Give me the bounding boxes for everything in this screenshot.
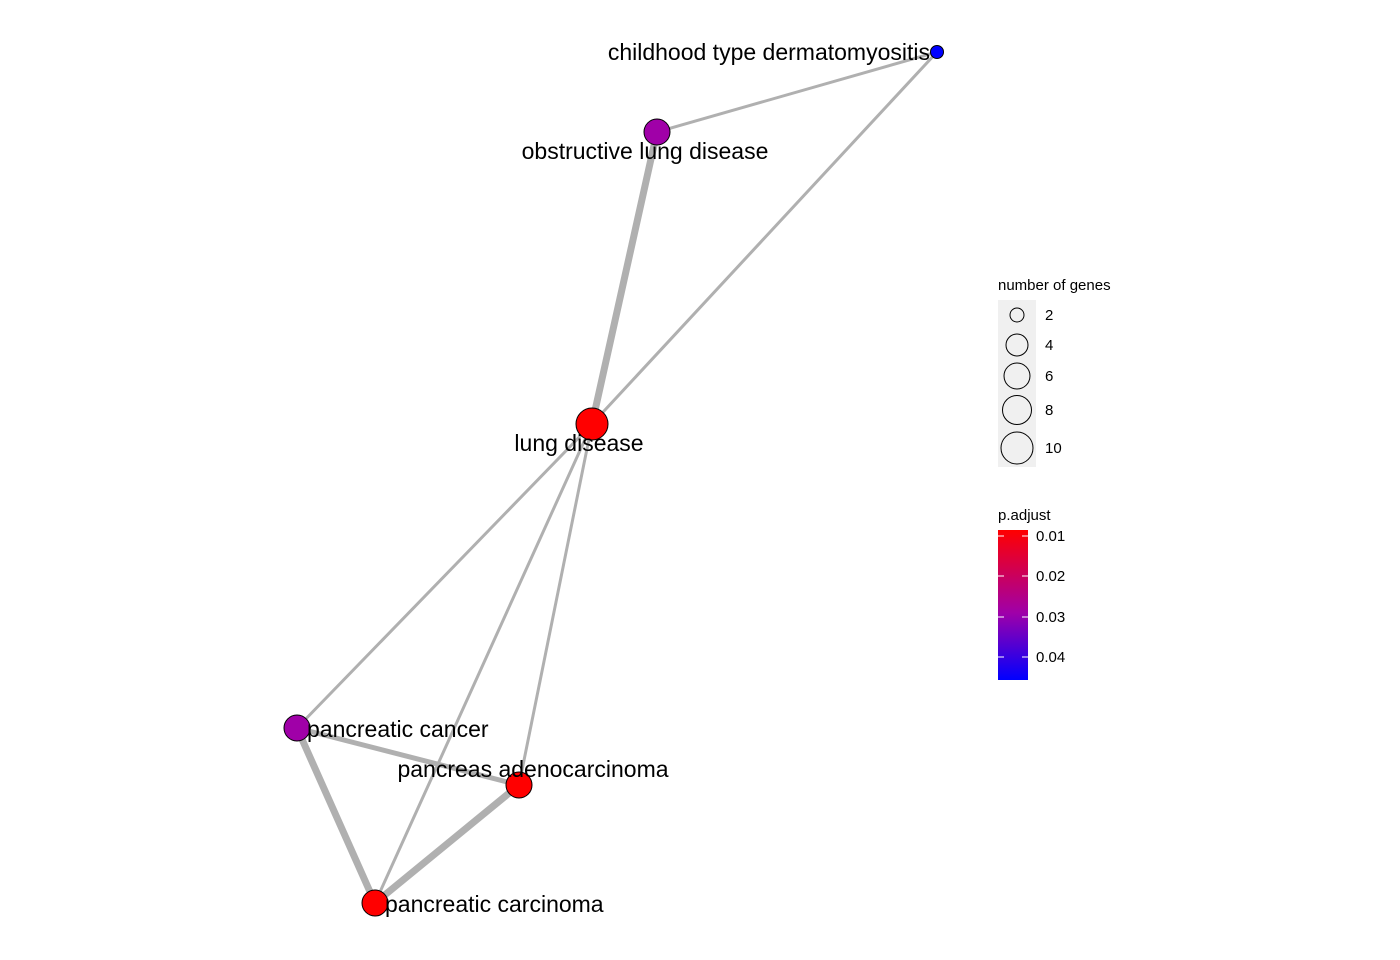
legend-number-of-genes: number of genes 2 4 6 8 10 <box>998 277 1111 467</box>
edge-lung-padeno <box>517 422 594 787</box>
node-label-childhood: childhood type dermatomyositis <box>608 39 930 65</box>
node-label-obstructive: obstructive lung disease <box>522 138 769 164</box>
node-label-padeno: pancreas adenocarcinoma <box>397 756 668 782</box>
legend-size-label: 10 <box>1045 440 1062 457</box>
legend-size-circle <box>1000 431 1034 465</box>
legend-size-circle <box>1009 307 1025 323</box>
edge-childhood-lung <box>590 50 939 426</box>
node-pcancer[interactable] <box>283 714 311 742</box>
node-lung[interactable] <box>575 407 609 441</box>
nodes-layer <box>283 45 944 917</box>
legend-color-label: 0.04 <box>1036 649 1065 666</box>
legend-size-circle <box>1005 333 1029 357</box>
legend-size-label: 8 <box>1045 402 1053 419</box>
legend-color-title: p.adjust <box>998 507 1051 524</box>
edge-lung-pcarcinoma <box>373 422 594 905</box>
legend-size-circle <box>1002 395 1032 425</box>
node-padeno[interactable] <box>505 771 533 799</box>
legend-color-label: 0.03 <box>1036 609 1065 626</box>
legend-p-adjust: p.adjust 0.01 0.02 0.03 0.04 <box>998 507 1065 680</box>
node-childhood[interactable] <box>930 45 944 59</box>
node-label-pcancer: pancreatic cancer <box>307 716 489 742</box>
edge-padeno-pcarcinoma <box>371 781 523 907</box>
edge-pcancer-padeno <box>294 725 522 788</box>
legend-size-label: 4 <box>1045 337 1053 354</box>
labels-layer: childhood type dermatomyositis obstructiv… <box>307 39 930 917</box>
edge-lung-pcancer <box>295 422 594 730</box>
legend-size-label: 6 <box>1045 368 1053 385</box>
edges-layer <box>293 50 939 907</box>
node-label-lung: lung disease <box>514 430 643 456</box>
node-pcarcinoma[interactable] <box>361 889 389 917</box>
legend-size-circle <box>1003 362 1031 390</box>
legend-color-label: 0.02 <box>1036 568 1065 585</box>
node-label-pcarcinoma: pancreatic carcinoma <box>385 891 604 917</box>
edge-childhood-obstructive <box>655 50 939 134</box>
edge-pcancer-pcarcinoma <box>293 724 379 907</box>
edge-obstructive-lung <box>588 128 661 428</box>
legend-color-label: 0.01 <box>1036 528 1065 545</box>
legend-size-label: 2 <box>1045 307 1053 324</box>
legend-color-bar <box>998 530 1028 680</box>
legend-size-title: number of genes <box>998 277 1111 294</box>
node-obstructive[interactable] <box>643 118 671 146</box>
